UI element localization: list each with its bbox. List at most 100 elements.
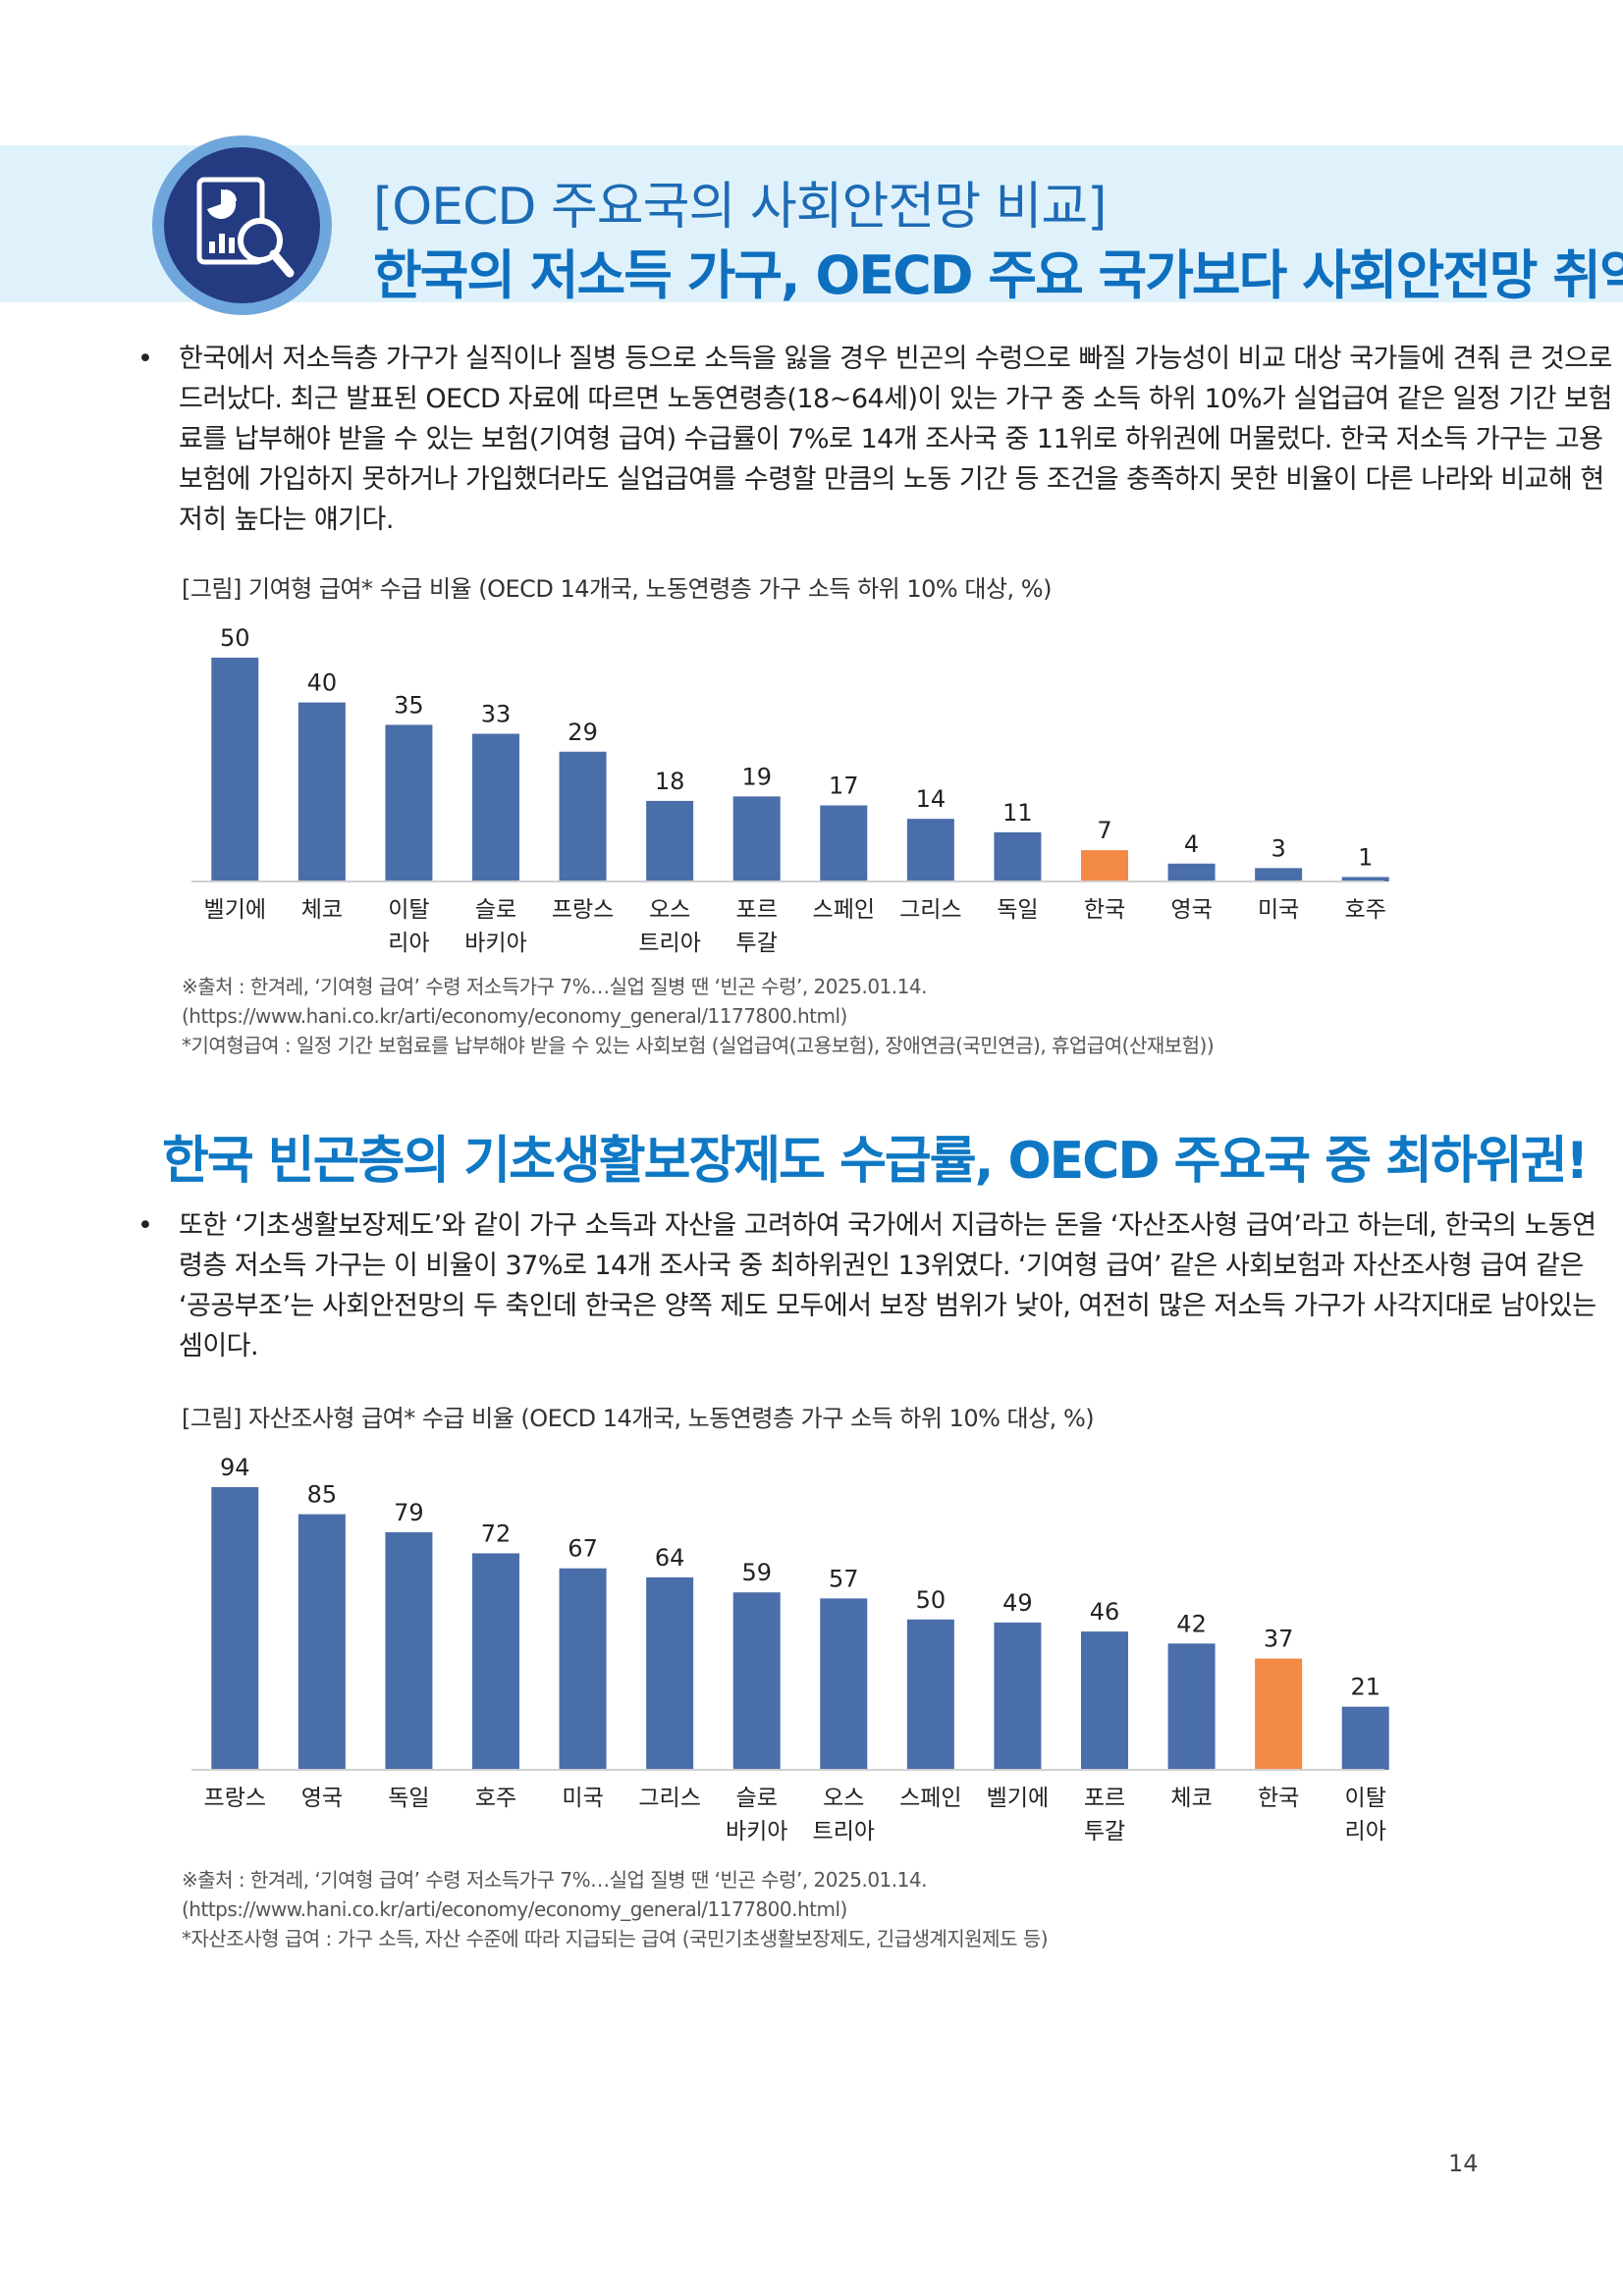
data-label: 14: [916, 785, 947, 813]
data-label: 64: [655, 1544, 685, 1572]
x-tick-label: 포르: [736, 897, 778, 923]
chart-bar: [732, 1592, 781, 1770]
x-tick-label: 미국: [562, 1786, 603, 1811]
chart-bar: [820, 1598, 868, 1770]
chart-bar: [1341, 1706, 1389, 1770]
x-tick-label: 호주: [475, 1786, 516, 1811]
x-tick-label: 트리아: [813, 1819, 875, 1844]
data-label: 46: [1090, 1598, 1120, 1626]
chart-bar: [298, 1514, 346, 1770]
x-tick-label: 스페인: [813, 897, 875, 923]
data-label: 18: [655, 768, 685, 795]
page-title: 한국의 저소득 가구, OECD 주요 국가보다 사회안전망 취약!: [373, 244, 1623, 306]
x-tick-label: 스페인: [899, 1786, 961, 1811]
chart-bar: [732, 796, 781, 881]
chart-bar: [559, 1568, 607, 1770]
x-tick-label: 프랑스: [552, 897, 614, 923]
x-tick-label: 리아: [1345, 1819, 1386, 1844]
chart1-source: ※출처 : 한겨레, ‘기여형 급여’ 수령 저소득가구 7%…실업 질병 땐 …: [182, 975, 927, 1028]
x-tick-label: 영국: [301, 1786, 343, 1811]
data-label: 11: [1002, 799, 1033, 827]
page-number: 14: [1448, 2150, 1479, 2177]
data-label: 3: [1271, 834, 1286, 862]
data-label: 21: [1350, 1674, 1380, 1701]
x-tick-label: 포르: [1084, 1786, 1125, 1811]
x-tick-label: 이탈: [388, 897, 429, 923]
x-tick-label: 프랑스: [204, 1786, 266, 1811]
data-label: 19: [741, 763, 772, 790]
chart-bar: [1081, 850, 1128, 881]
data-label: 79: [394, 1499, 424, 1526]
x-tick-label: 슬로: [736, 1786, 778, 1811]
bullet-marker: •: [137, 344, 153, 374]
data-label: 94: [220, 1454, 250, 1481]
chart-bar: [472, 1553, 519, 1770]
section2-title: 한국 빈곤층의 기초생활보장제도 수급률, OECD 주요국 중 최하위권!: [162, 1132, 1589, 1191]
data-label: 1: [1358, 843, 1373, 871]
chart2-source: ※출처 : 한겨레, ‘기여형 급여’ 수령 저소득가구 7%…실업 질병 땐 …: [182, 1868, 927, 1921]
x-tick-label: 오스: [649, 897, 690, 923]
x-tick-label: 벨기에: [987, 1786, 1049, 1811]
chart2-title: [그림] 자산조사형 급여* 수급 비율 (OECD 14개국, 노동연령층 가…: [182, 1405, 1095, 1432]
data-label: 50: [220, 624, 250, 652]
x-tick-label: 벨기에: [204, 897, 266, 923]
chart-bar: [994, 1622, 1042, 1770]
chart-bar: [472, 733, 519, 881]
chart-bar: [1255, 868, 1303, 881]
x-tick-label: 오스: [823, 1786, 864, 1811]
x-tick-label: 그리스: [899, 897, 961, 923]
data-label: 17: [829, 772, 859, 799]
x-tick-label: 리아: [388, 931, 429, 956]
section1-paragraph: 한국에서 저소득층 가구가 실직이나 질병 등으로 소득을 잃을 경우 빈곤의 …: [179, 344, 1612, 535]
x-tick-label: 한국: [1258, 1786, 1299, 1811]
x-tick-label: 트리아: [638, 931, 700, 956]
data-label: 29: [568, 719, 598, 746]
chart-bar: [994, 831, 1042, 881]
x-tick-label: 한국: [1084, 897, 1125, 923]
chart-bar: [1081, 1631, 1128, 1770]
chart-bar: [820, 805, 868, 881]
data-label: 59: [741, 1559, 772, 1586]
bullet-marker: •: [137, 1210, 153, 1241]
x-tick-label: 독일: [997, 897, 1038, 923]
header-subtitle: [OECD 주요국의 사회안전망 비교]: [373, 178, 1108, 237]
x-tick-label: 바키아: [464, 931, 526, 956]
x-tick-label: 체코: [301, 897, 343, 923]
data-label: 35: [394, 691, 424, 719]
chart-bar: [1167, 863, 1216, 881]
x-tick-label: 이탈: [1345, 1786, 1386, 1811]
chart-bar: [646, 1576, 694, 1770]
chart-bar: [298, 702, 346, 881]
data-label: 37: [1264, 1626, 1294, 1653]
x-tick-label: 투갈: [1084, 1819, 1125, 1844]
chart-bar: [211, 658, 259, 881]
x-tick-label: 호주: [1345, 897, 1386, 923]
chart1-title: [그림] 기여형 급여* 수급 비율 (OECD 14개국, 노동연령층 가구 …: [182, 575, 1052, 603]
data-label: 85: [307, 1481, 338, 1509]
chart-bar: [211, 1487, 259, 1770]
x-tick-label: 투갈: [736, 931, 778, 956]
x-tick-label: 체코: [1170, 1786, 1212, 1811]
chart-bar: [906, 819, 954, 881]
chart1-footnote: *기여형급여 : 일정 기간 보험료를 납부해야 받을 수 있는 사회보험 (실…: [182, 1034, 1215, 1057]
chart-bar: [385, 1531, 433, 1770]
x-tick-label: 독일: [388, 1786, 429, 1811]
data-label: 33: [481, 701, 512, 728]
data-label: 72: [481, 1520, 512, 1547]
data-label: 42: [1176, 1610, 1207, 1637]
section2-paragraph: 또한 ‘기초생활보장제도’와 같이 가구 소득과 자산을 고려하여 국가에서 지…: [179, 1210, 1596, 1362]
data-label: 49: [1002, 1589, 1033, 1617]
report-search-icon: [196, 177, 295, 278]
chart-bar: [1167, 1643, 1216, 1770]
data-label: 4: [1184, 830, 1199, 858]
chart-bar: [646, 800, 694, 881]
chart1: 50 벨기에 40 체코 35 이탈 리아 33 슬로 바키아 29 프랑스 18 오스 트리아 19 포르 투갈…: [182, 614, 1419, 977]
chart-bar: [1255, 1658, 1303, 1770]
data-label: 67: [568, 1535, 598, 1563]
header-badge: [152, 135, 332, 315]
x-tick-label: 영국: [1170, 897, 1212, 923]
chart2-footnote: *자산조사형 급여 : 가구 소득, 자산 수준에 따라 지급되는 급여 (국민…: [182, 1927, 1049, 1950]
chart-bar: [385, 724, 433, 881]
